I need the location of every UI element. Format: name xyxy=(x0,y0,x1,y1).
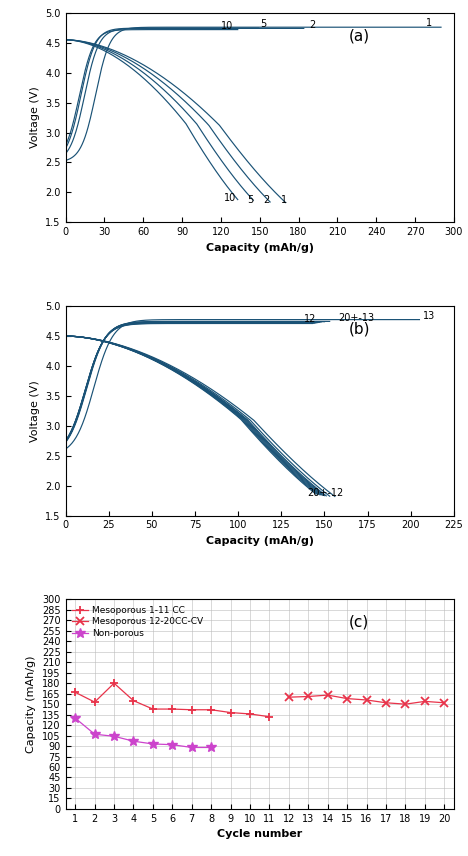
Mesoporous 12-20CC-CV xyxy=(383,698,389,708)
Text: 10: 10 xyxy=(224,193,236,203)
Y-axis label: Voltage (V): Voltage (V) xyxy=(29,86,40,148)
Mesoporous 12-20CC-CV xyxy=(364,695,369,705)
Text: 5: 5 xyxy=(260,19,266,29)
Mesoporous 1-11 CC xyxy=(73,687,78,698)
Mesoporous 12-20CC-CV xyxy=(402,699,408,710)
Text: 5: 5 xyxy=(247,195,253,205)
Y-axis label: Voltage (V): Voltage (V) xyxy=(29,380,40,442)
X-axis label: Capacity (mAh/g): Capacity (mAh/g) xyxy=(206,243,314,253)
Mesoporous 12-20CC-CV xyxy=(422,696,428,706)
Text: 2: 2 xyxy=(309,21,315,30)
Text: (a): (a) xyxy=(349,28,370,43)
Text: 1: 1 xyxy=(425,18,431,28)
Line: Mesoporous 1-11 CC: Mesoporous 1-11 CC xyxy=(71,679,274,721)
Text: 13: 13 xyxy=(423,312,435,321)
Mesoporous 1-11 CC xyxy=(169,704,175,714)
Mesoporous 1-11 CC xyxy=(228,707,234,717)
Y-axis label: Capacity (mAh/g): Capacity (mAh/g) xyxy=(26,656,37,753)
Text: 10: 10 xyxy=(221,21,233,31)
Text: 20+-13: 20+-13 xyxy=(338,313,374,324)
Non-porous xyxy=(73,713,78,723)
Text: 20+-12: 20+-12 xyxy=(307,488,344,498)
Text: 2: 2 xyxy=(263,195,270,205)
Mesoporous 12-20CC-CV xyxy=(286,692,292,702)
Mesoporous 12-20CC-CV xyxy=(325,690,330,700)
X-axis label: Capacity (mAh/g): Capacity (mAh/g) xyxy=(206,536,314,546)
Mesoporous 1-11 CC xyxy=(208,704,214,715)
Mesoporous 1-11 CC xyxy=(131,696,136,706)
Text: 1: 1 xyxy=(280,195,286,205)
Mesoporous 12-20CC-CV xyxy=(441,698,447,708)
Non-porous xyxy=(189,742,195,752)
Non-porous xyxy=(150,739,156,749)
Non-porous xyxy=(169,740,175,750)
Non-porous xyxy=(92,729,97,740)
Text: 12: 12 xyxy=(304,314,316,324)
Legend: Mesoporous 1-11 CC, Mesoporous 12-20CC-CV, Non-porous: Mesoporous 1-11 CC, Mesoporous 12-20CC-C… xyxy=(70,604,205,640)
X-axis label: Cycle number: Cycle number xyxy=(217,829,302,840)
Text: (c): (c) xyxy=(349,615,369,630)
Line: Non-porous: Non-porous xyxy=(70,713,216,752)
Mesoporous 12-20CC-CV xyxy=(306,692,311,702)
Non-porous xyxy=(208,742,214,752)
Mesoporous 1-11 CC xyxy=(247,709,253,719)
Mesoporous 1-11 CC xyxy=(111,678,117,688)
Mesoporous 1-11 CC xyxy=(150,704,156,714)
Text: (b): (b) xyxy=(349,321,371,336)
Mesoporous 1-11 CC xyxy=(267,711,272,722)
Mesoporous 1-11 CC xyxy=(189,704,195,715)
Line: Mesoporous 12-20CC-CV: Mesoporous 12-20CC-CV xyxy=(285,691,448,708)
Mesoporous 1-11 CC xyxy=(92,697,97,707)
Non-porous xyxy=(131,736,136,746)
Mesoporous 12-20CC-CV xyxy=(344,693,350,704)
Non-porous xyxy=(111,731,117,741)
